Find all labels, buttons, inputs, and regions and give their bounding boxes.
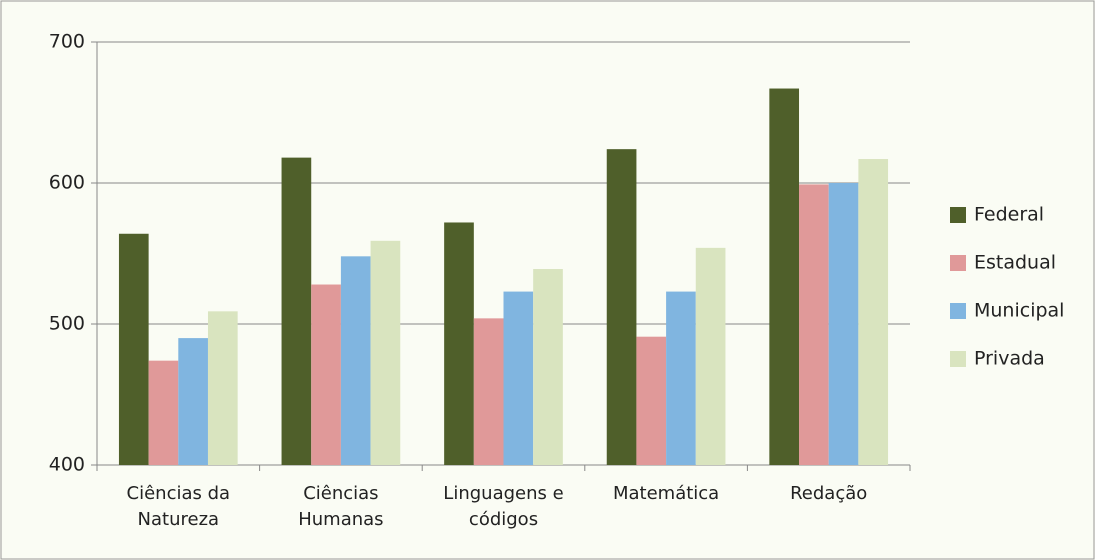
bar [858, 159, 889, 465]
legend-label: Privada [974, 348, 1045, 370]
x-tick-label: Ciências da Natureza [126, 483, 231, 530]
x-tick-label: Ciências Humanas [298, 483, 384, 530]
bar [444, 222, 474, 465]
bar [636, 336, 667, 465]
bar [799, 184, 829, 465]
legend-swatch [950, 255, 966, 271]
bar [148, 360, 179, 465]
bar [311, 284, 341, 465]
x-tick-label: Redação [790, 483, 868, 504]
bar [666, 291, 696, 465]
legend-label: Federal [974, 204, 1044, 226]
bar [281, 157, 312, 465]
x-tick-label: Matemática [612, 483, 720, 504]
bar [503, 291, 534, 465]
bar [606, 149, 637, 465]
bar [695, 247, 726, 465]
legend-swatch [950, 351, 966, 367]
y-tick-label: 400 [49, 454, 85, 476]
legend-label: Estadual [974, 252, 1056, 274]
y-tick-label: 600 [49, 172, 85, 194]
bar [769, 88, 800, 465]
bar [178, 338, 208, 465]
bar [207, 311, 238, 465]
legend-swatch [950, 303, 966, 319]
bar [340, 256, 371, 465]
y-tick-label: 500 [49, 313, 85, 335]
bar [370, 240, 401, 465]
x-tick-label: Linguagens e códigos [443, 483, 564, 530]
y-tick-label: 700 [49, 31, 85, 53]
bar [828, 183, 859, 465]
bar [533, 269, 563, 465]
bar [118, 233, 149, 465]
legend-swatch [950, 207, 966, 223]
bar [473, 318, 504, 465]
legend-label: Municipal [974, 300, 1064, 322]
